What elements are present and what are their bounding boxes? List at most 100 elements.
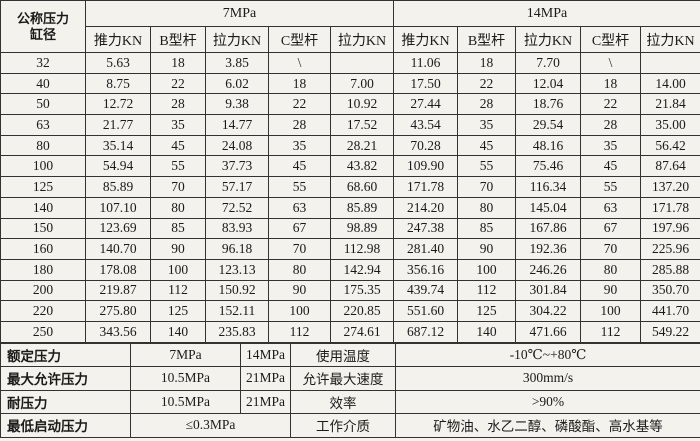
- value-cell: [330, 52, 394, 74]
- data-row: 32 5.63 18 3.85 \ 11.06 18 7.70 \: [0, 52, 700, 74]
- value-cell: 356.16: [393, 258, 458, 281]
- value-cell: 22: [580, 93, 641, 116]
- value-cell: 70.28: [393, 134, 458, 157]
- spec-value: 7MPa: [130, 342, 241, 368]
- value-cell: 45: [457, 134, 516, 157]
- value-cell: 80: [150, 196, 206, 219]
- value-cell: 45: [580, 155, 641, 178]
- bore-cell: 220: [0, 300, 86, 322]
- value-cell: 7.70: [515, 52, 581, 74]
- bore-cell: 180: [0, 258, 86, 281]
- data-table: 公称压力 缸径 7MPa 14MPa 推力KN B型杆 拉力KN C型杆 拉力KN 推力KN B型杆…: [0, 0, 700, 343]
- group-header: 14MPa: [392, 0, 700, 27]
- value-cell: 140: [457, 320, 516, 343]
- value-cell: 85.89: [330, 196, 394, 219]
- bore-cell: 150: [0, 217, 86, 240]
- value-cell: 175.35: [330, 279, 394, 302]
- value-cell: 140: [150, 320, 206, 343]
- value-cell: 192.36: [515, 238, 581, 260]
- value-cell: 18.76: [515, 93, 581, 116]
- column-header: C型杆: [268, 26, 331, 53]
- value-cell: 75.46: [515, 155, 581, 178]
- value-cell: 140.70: [85, 238, 151, 260]
- header-row: 公称压力 缸径 7MPa 14MPa: [0, 0, 700, 53]
- value-cell: 45: [268, 155, 331, 178]
- value-cell: 43.54: [393, 114, 458, 136]
- spec-value: 10.5MPa: [130, 389, 241, 415]
- value-cell: 18: [268, 72, 331, 95]
- value-cell: 70: [580, 238, 641, 260]
- value-cell: 55: [580, 176, 641, 198]
- spec-label: 耐压力: [0, 389, 131, 415]
- value-cell: 100: [268, 300, 331, 322]
- value-cell: 171.78: [639, 196, 700, 219]
- spec-row: 耐压力 10.5MPa 21MPa 效率 >90%: [0, 389, 700, 415]
- value-cell: 235.83: [205, 320, 269, 343]
- value-cell: 274.61: [330, 320, 394, 343]
- value-cell: 304.22: [515, 300, 581, 322]
- value-cell: 14.00: [639, 72, 700, 95]
- value-cell: 87.64: [639, 155, 700, 178]
- spec-value: -10℃~+80℃: [395, 342, 700, 368]
- bore-cell: 250: [0, 320, 86, 343]
- column-header: 推力KN: [85, 26, 151, 53]
- value-cell: 90: [457, 238, 516, 260]
- value-cell: 112.98: [330, 238, 394, 260]
- value-cell: 100: [150, 258, 206, 281]
- value-cell: 55: [268, 176, 331, 198]
- value-cell: 90: [580, 279, 641, 302]
- value-cell: 35: [268, 134, 331, 157]
- value-cell: 67: [580, 217, 641, 240]
- column-header: 拉力KN: [515, 26, 581, 53]
- value-cell: 100: [457, 258, 516, 281]
- value-cell: 80: [580, 258, 641, 281]
- spec-label: 额定压力: [0, 342, 131, 368]
- data-row: 150 123.69 85 83.93 67 98.89 247.38 85 167.86 67 1…: [0, 217, 700, 240]
- value-cell: 45: [150, 134, 206, 157]
- value-cell: 18: [580, 72, 641, 95]
- value-cell: 85: [457, 217, 516, 240]
- value-cell: 350.70: [639, 279, 700, 302]
- value-cell: 8.75: [85, 72, 151, 95]
- value-cell: 100: [580, 300, 641, 322]
- value-cell: 137.20: [639, 176, 700, 198]
- value-cell: 12.04: [515, 72, 581, 95]
- value-cell: 85: [150, 217, 206, 240]
- value-cell: 247.38: [393, 217, 458, 240]
- bore-cell: 40: [0, 72, 86, 95]
- value-cell: \: [580, 52, 641, 74]
- value-cell: 3.85: [205, 52, 269, 74]
- value-cell: 43.82: [330, 155, 394, 178]
- value-cell: \: [268, 52, 331, 74]
- value-cell: 63: [580, 196, 641, 219]
- bore-cell: 50: [0, 93, 86, 116]
- value-cell: 152.11: [205, 300, 269, 322]
- value-cell: 55: [457, 155, 516, 178]
- value-cell: 35: [150, 114, 206, 136]
- value-cell: 28: [457, 93, 516, 116]
- bore-cell: 63: [0, 114, 86, 136]
- spec-value: 效率: [290, 389, 396, 415]
- data-row: 160 140.70 90 96.18 70 112.98 281.40 90 192.36 70…: [0, 238, 700, 260]
- spec-value: 300mm/s: [395, 366, 700, 391]
- column-header: 拉力KN: [330, 26, 394, 53]
- value-cell: 197.96: [639, 217, 700, 240]
- bore-cell: 200: [0, 279, 86, 302]
- spec-value: 允许最大速度: [290, 366, 396, 391]
- column-header: 拉力KN: [205, 26, 269, 53]
- bore-cell: 80: [0, 134, 86, 157]
- value-cell: 83.93: [205, 217, 269, 240]
- spec-value: 矿物油、水乙二醇、磷酸酯、高水基等: [395, 413, 700, 438]
- bore-cell: 100: [0, 155, 86, 178]
- data-row: 80 35.14 45 24.08 35 28.21 70.28 45 48.16 35 56.42: [0, 134, 700, 157]
- spec-row: 额定压力 7MPa 14MPa 使用温度 -10℃~+80℃: [0, 342, 700, 368]
- value-cell: 275.80: [85, 300, 151, 322]
- spec-table: 额定压力 7MPa 14MPa 使用温度 -10℃~+80℃ 最大允许压力 10.5MPa 2…: [0, 342, 700, 438]
- value-cell: 35.00: [639, 114, 700, 136]
- value-cell: 72.52: [205, 196, 269, 219]
- value-cell: 29.54: [515, 114, 581, 136]
- value-cell: 85.89: [85, 176, 151, 198]
- spec-value: 21MPa: [240, 366, 291, 391]
- value-cell: 63: [268, 196, 331, 219]
- value-cell: 301.84: [515, 279, 581, 302]
